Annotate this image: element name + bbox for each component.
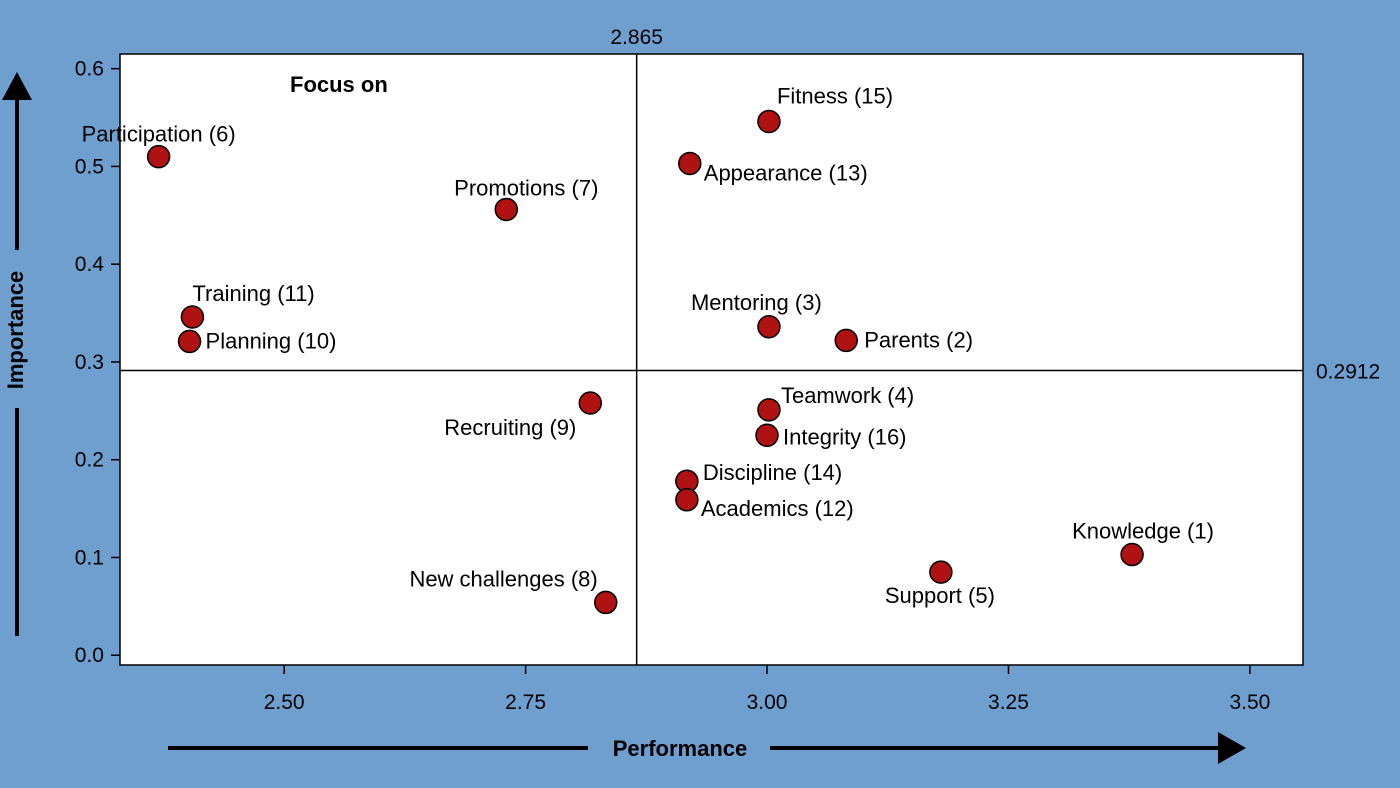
y-tick-label: 0.3 bbox=[75, 351, 104, 374]
data-point bbox=[834, 328, 858, 353]
data-point bbox=[1120, 542, 1144, 567]
data-point-label: Teamwork (4) bbox=[781, 383, 914, 408]
data-point-label: New challenges (8) bbox=[409, 566, 597, 591]
quadrant-annotation: Focus on bbox=[290, 72, 388, 97]
x-tick-label: 2.75 bbox=[505, 691, 546, 714]
x-tick-label: 3.50 bbox=[1229, 691, 1270, 714]
x-ref-label: 2.865 bbox=[610, 26, 663, 49]
y-tick-label: 0.4 bbox=[75, 253, 105, 276]
x-tick-label: 3.00 bbox=[747, 691, 788, 714]
data-point-label: Support (5) bbox=[885, 583, 995, 608]
data-point-label: Discipline (14) bbox=[703, 460, 842, 485]
data-point bbox=[494, 197, 519, 222]
data-point-label: Academics (12) bbox=[701, 496, 854, 521]
x-tick-label: 3.25 bbox=[988, 691, 1029, 714]
data-point bbox=[755, 423, 779, 448]
data-point-label: Participation (6) bbox=[82, 122, 236, 147]
data-point-label: Fitness (15) bbox=[777, 83, 893, 108]
data-point-label: Promotions (7) bbox=[454, 175, 598, 200]
y-tick-label: 0.5 bbox=[75, 155, 104, 178]
data-point-label: Appearance (13) bbox=[704, 160, 868, 185]
data-point bbox=[594, 590, 618, 615]
data-point bbox=[757, 398, 781, 422]
data-point-label: Recruiting (9) bbox=[444, 415, 576, 440]
data-point bbox=[929, 560, 953, 584]
data-point bbox=[757, 315, 781, 339]
data-point-label: Planning (10) bbox=[206, 328, 337, 353]
plot-area bbox=[119, 53, 1304, 666]
x-tick-label: 2.50 bbox=[264, 691, 305, 714]
data-point-label: Integrity (16) bbox=[783, 424, 907, 449]
data-point-label: Parents (2) bbox=[864, 327, 973, 352]
data-point bbox=[678, 151, 702, 176]
y-tick-label: 0.0 bbox=[75, 644, 104, 667]
data-point-label: Training (11) bbox=[192, 281, 314, 306]
data-point bbox=[675, 488, 699, 512]
data-point-label: Mentoring (3) bbox=[691, 290, 822, 315]
x-axis-title: Performance bbox=[613, 736, 748, 761]
y-arrow-head bbox=[2, 72, 32, 100]
data-point-label: Knowledge (1) bbox=[1072, 519, 1214, 544]
y-ref-label: 0.2912 bbox=[1316, 361, 1380, 384]
x-arrow-head bbox=[1218, 732, 1246, 764]
data-point bbox=[578, 391, 603, 415]
data-point bbox=[180, 305, 205, 329]
data-point bbox=[146, 144, 171, 169]
data-point bbox=[757, 109, 781, 134]
data-point bbox=[177, 329, 202, 354]
y-tick-label: 0.1 bbox=[75, 546, 104, 569]
y-axis-title: Importance bbox=[3, 271, 28, 390]
y-tick-label: 0.6 bbox=[75, 58, 104, 81]
y-tick-label: 0.2 bbox=[75, 449, 104, 472]
